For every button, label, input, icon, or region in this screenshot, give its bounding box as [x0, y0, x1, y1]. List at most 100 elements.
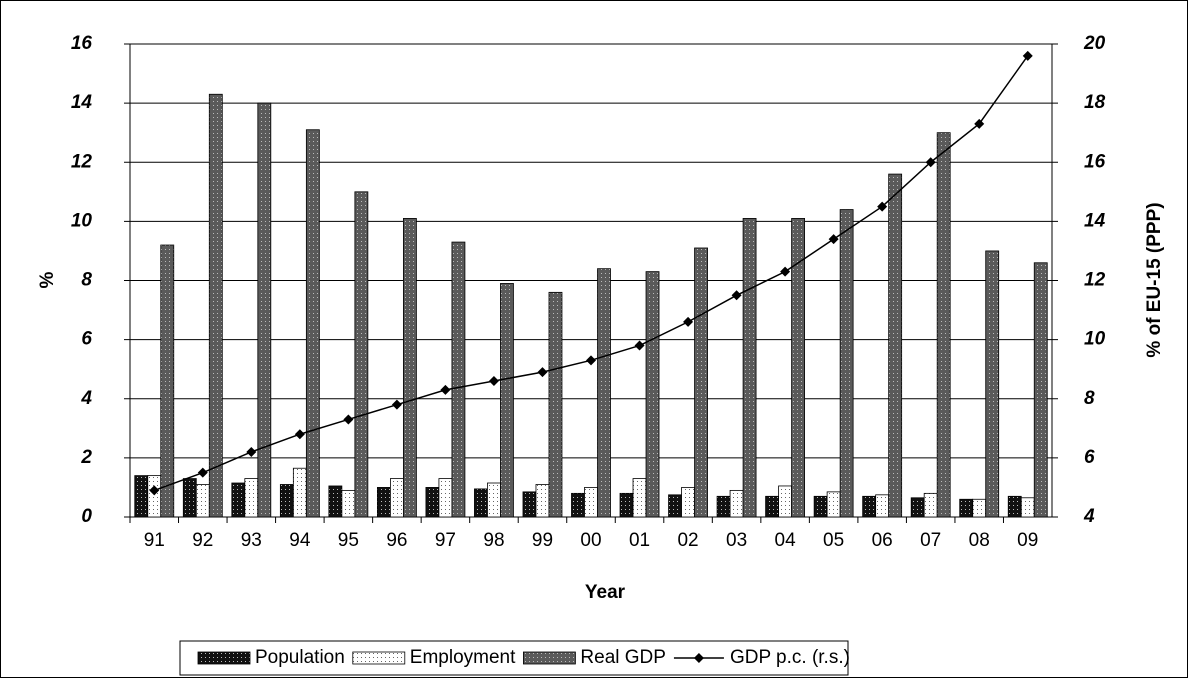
marker: [391, 399, 402, 410]
bar: [438, 478, 453, 518]
bar: [619, 492, 634, 518]
y-axis-label: %: [37, 271, 58, 288]
bar: [522, 491, 537, 518]
marker: [343, 414, 354, 425]
bar: [668, 494, 682, 518]
bar: [681, 487, 695, 518]
legend-swatch: [197, 651, 251, 665]
bar: [548, 291, 563, 518]
marker: [197, 467, 208, 478]
x-tick-label: 05: [823, 530, 844, 551]
bar: [791, 218, 806, 518]
bar: [584, 487, 598, 518]
bar: [571, 492, 585, 518]
x-axis-label: Year: [585, 582, 626, 603]
bar: [632, 478, 647, 518]
marker: [634, 340, 645, 351]
bar: [354, 191, 369, 518]
x-tick-label: 02: [677, 530, 698, 551]
bar: [597, 268, 611, 518]
y2-tick-label: 20: [1083, 33, 1106, 54]
bar: [1033, 262, 1048, 518]
bar: [147, 475, 162, 518]
x-tick-label: 98: [483, 530, 504, 551]
bar: [862, 495, 877, 518]
bar: [402, 218, 417, 518]
bar: [778, 485, 793, 518]
bar: [972, 498, 987, 518]
x-tick-label: 91: [144, 530, 165, 551]
x-tick-label: 94: [289, 530, 311, 551]
x-tick-label: 08: [969, 530, 990, 551]
bar: [500, 283, 514, 518]
bar: [765, 495, 780, 518]
marker: [828, 234, 839, 245]
y2-tick-label: 4: [1083, 506, 1095, 527]
legend-label: Employment: [410, 647, 516, 668]
marker: [683, 316, 694, 327]
y2-tick-label: 12: [1084, 270, 1106, 291]
y2-tick-label: 10: [1084, 329, 1106, 350]
bar: [134, 475, 149, 518]
x-tick-label: 09: [1017, 530, 1038, 551]
x-tick-label: 01: [629, 530, 650, 551]
bar: [875, 494, 890, 518]
y-tick-label: 4: [80, 388, 92, 409]
marker: [149, 485, 160, 496]
marker: [586, 355, 596, 366]
x-tick-label: 04: [775, 530, 797, 551]
bar: [888, 173, 903, 518]
marker: [925, 157, 936, 168]
bar: [959, 498, 974, 518]
legend-swatch: [523, 651, 576, 665]
bar: [694, 247, 708, 518]
x-tick-label: 03: [726, 530, 747, 551]
bar: [425, 487, 440, 518]
y-tick-label: 14: [71, 92, 93, 113]
bar: [910, 497, 925, 518]
y2-tick-label: 6: [1084, 447, 1095, 468]
marker: [537, 367, 548, 378]
bar: [451, 241, 466, 518]
bar: [292, 467, 307, 518]
bar: [389, 478, 404, 518]
x-tick-label: 93: [241, 530, 262, 551]
bar: [729, 489, 744, 518]
x-tick-label: 96: [386, 530, 407, 551]
bar: [1007, 495, 1022, 518]
bar: [716, 495, 731, 518]
bar: [279, 484, 294, 518]
bar: [985, 250, 1000, 518]
y2-tick-label: 14: [1084, 210, 1106, 231]
y-tick-label: 16: [71, 33, 93, 54]
bar: [195, 484, 210, 518]
bar: [839, 209, 854, 518]
y2-tick-label: 8: [1084, 388, 1095, 409]
y2-axis-label: % of EU-15 (PPP): [1144, 202, 1165, 357]
legend-label: GDP p.c. (r.s.): [730, 647, 850, 668]
y-tick-label: 12: [71, 151, 93, 172]
legend-label: Real GDP: [580, 647, 666, 668]
bar: [936, 132, 951, 518]
bar: [645, 271, 660, 518]
bar: [813, 495, 828, 518]
y-tick-label: 8: [81, 270, 92, 291]
y2-tick-label: 18: [1084, 92, 1106, 113]
marker: [974, 118, 985, 129]
x-tick-label: 99: [532, 530, 553, 551]
x-tick-label: 00: [580, 530, 601, 551]
marker: [440, 384, 451, 395]
bar: [376, 487, 391, 518]
x-tick-label: 95: [338, 530, 359, 551]
bar: [305, 129, 320, 518]
bar: [474, 488, 488, 518]
bar: [182, 478, 197, 518]
y-tick-label: 0: [81, 506, 92, 527]
y-tick-label: 2: [80, 447, 92, 468]
bar: [923, 492, 938, 518]
bar: [535, 484, 550, 518]
marker: [1022, 50, 1033, 61]
bar: [231, 482, 246, 518]
bar: [328, 485, 343, 518]
